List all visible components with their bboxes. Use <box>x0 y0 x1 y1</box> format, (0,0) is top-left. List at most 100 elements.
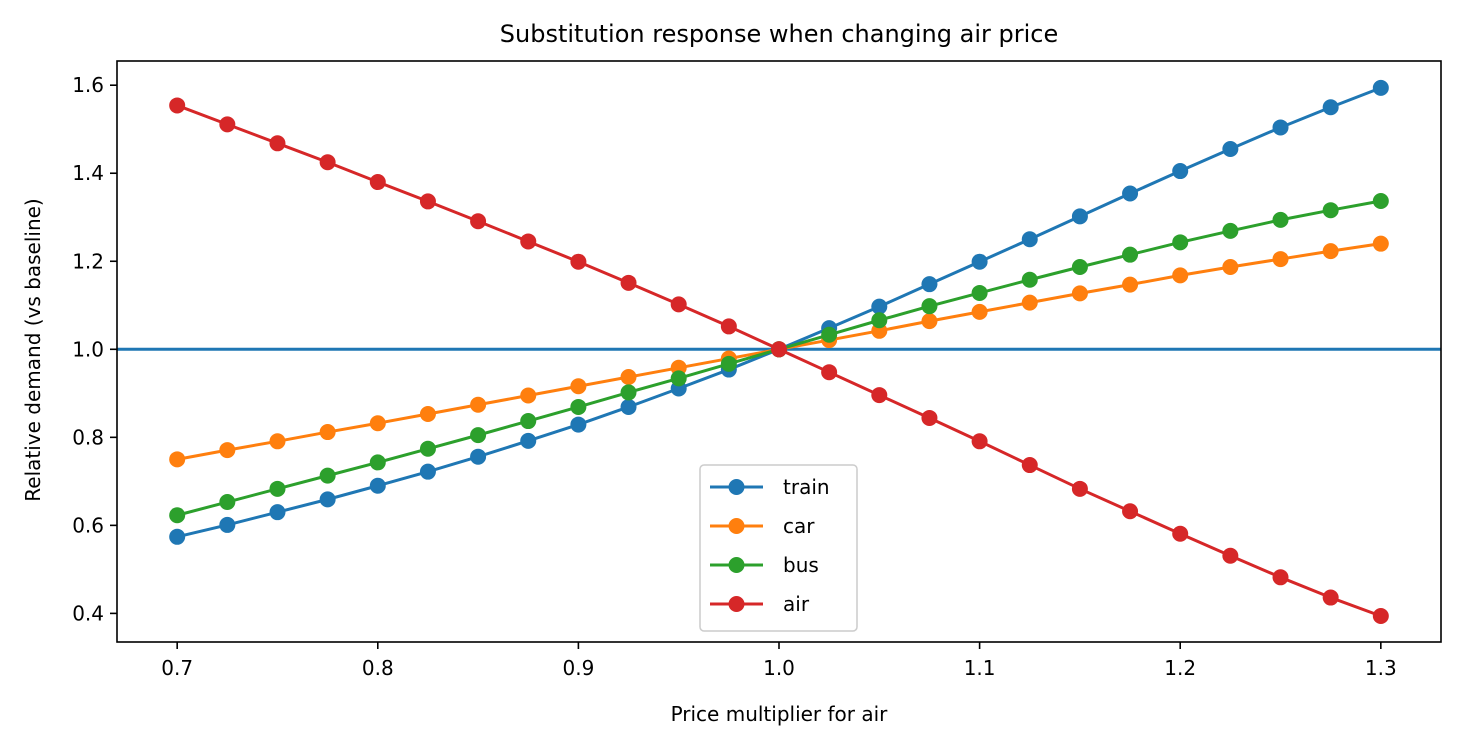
data-point-bus <box>570 398 587 415</box>
x-tick-label: 0.7 <box>161 656 193 680</box>
data-point-bus <box>971 284 988 301</box>
data-point-car <box>1172 267 1189 284</box>
data-point-car <box>419 406 436 422</box>
data-point-car <box>1122 276 1139 293</box>
data-point-bus <box>219 494 236 511</box>
data-point-bus <box>319 467 336 484</box>
data-point-train <box>1122 185 1139 202</box>
data-point-air <box>219 116 236 133</box>
data-point-bus <box>871 312 888 329</box>
data-point-air <box>921 409 938 426</box>
data-point-air <box>470 213 487 230</box>
data-point-car <box>369 415 386 432</box>
data-point-car <box>520 387 537 404</box>
data-point-air <box>1372 608 1389 625</box>
data-point-train <box>319 491 336 508</box>
data-point-bus <box>1021 271 1038 288</box>
data-point-bus <box>670 370 687 387</box>
data-point-car <box>1222 258 1239 275</box>
data-point-bus <box>520 413 537 430</box>
data-point-train <box>1071 208 1088 225</box>
data-point-train <box>269 504 286 521</box>
plot-area <box>116 60 1442 643</box>
data-point-bus <box>369 454 386 471</box>
x-tick-label: 0.9 <box>562 656 594 680</box>
legend: train car bus air <box>699 464 858 632</box>
data-point-bus <box>1222 222 1239 239</box>
data-point-air <box>720 318 737 335</box>
data-point-train <box>871 298 888 315</box>
x-tick-label: 1.0 <box>763 656 795 680</box>
data-point-air <box>369 174 386 191</box>
data-point-bus <box>921 298 938 315</box>
y-tick-label: 1.6 <box>72 73 104 97</box>
y-axis-label: Relative demand (vs baseline) <box>21 198 45 501</box>
data-point-train <box>520 432 537 449</box>
data-point-air <box>1322 589 1339 606</box>
data-point-train <box>1172 163 1189 180</box>
data-point-air <box>1122 503 1139 520</box>
data-point-car <box>921 313 938 330</box>
data-point-train <box>1021 231 1038 248</box>
y-tick-label: 1.0 <box>72 337 104 361</box>
legend-label-air: air <box>783 592 810 616</box>
chart-title: Substitution response when changing air … <box>500 20 1058 48</box>
data-point-train <box>971 253 988 270</box>
data-point-car <box>1272 251 1289 268</box>
data-point-air <box>1222 547 1239 564</box>
data-point-car <box>570 378 587 395</box>
y-tick-label: 1.4 <box>72 161 104 185</box>
y-tick-label: 0.6 <box>72 513 104 537</box>
data-point-bus <box>620 384 637 401</box>
legend-box <box>699 464 858 632</box>
data-point-bus <box>169 507 186 524</box>
data-point-air <box>670 296 687 313</box>
data-point-train <box>921 276 938 293</box>
data-point-train <box>470 448 487 465</box>
data-point-bus <box>1071 258 1088 275</box>
data-point-air <box>1021 457 1038 474</box>
data-point-air <box>1172 525 1189 542</box>
x-tick-label: 0.8 <box>362 656 394 680</box>
data-point-train <box>169 528 186 545</box>
y-tick-label: 0.8 <box>72 425 104 449</box>
data-point-air <box>620 274 637 291</box>
data-point-train <box>570 416 587 433</box>
y-axis: 0.4 0.6 0.8 1.0 1.2 1.4 1.6 <box>72 73 117 625</box>
x-tick-label: 1.3 <box>1365 656 1397 680</box>
legend-marker-air <box>728 596 745 612</box>
data-point-car <box>319 424 336 441</box>
data-point-air <box>871 387 888 404</box>
data-point-air <box>269 135 286 152</box>
data-point-car <box>1071 285 1088 302</box>
data-point-air <box>771 341 787 358</box>
data-point-bus <box>1372 192 1389 209</box>
data-point-bus <box>1322 202 1339 219</box>
x-axis: 0.7 0.8 0.9 1.0 1.1 1.2 1.3 <box>161 642 1397 680</box>
legend-marker-bus <box>728 557 745 573</box>
data-point-car <box>971 303 988 320</box>
data-point-air <box>971 433 988 450</box>
legend-marker-train <box>728 479 745 495</box>
data-point-bus <box>1122 246 1139 263</box>
data-point-bus <box>720 355 737 372</box>
data-point-train <box>419 463 436 480</box>
data-point-air <box>1272 569 1289 586</box>
data-point-car <box>169 451 186 468</box>
data-point-train <box>620 398 637 415</box>
data-point-car <box>470 396 487 413</box>
y-tick-label: 1.2 <box>72 249 104 273</box>
data-point-bus <box>269 480 286 497</box>
data-point-air <box>169 97 186 114</box>
data-point-bus <box>1272 211 1289 228</box>
data-point-car <box>219 442 236 459</box>
x-tick-label: 1.2 <box>1164 656 1196 680</box>
data-point-bus <box>419 440 436 457</box>
data-point-air <box>821 364 838 381</box>
data-point-air <box>570 253 587 270</box>
data-point-car <box>1021 294 1038 311</box>
data-point-car <box>1322 243 1339 260</box>
data-point-car <box>620 369 637 386</box>
